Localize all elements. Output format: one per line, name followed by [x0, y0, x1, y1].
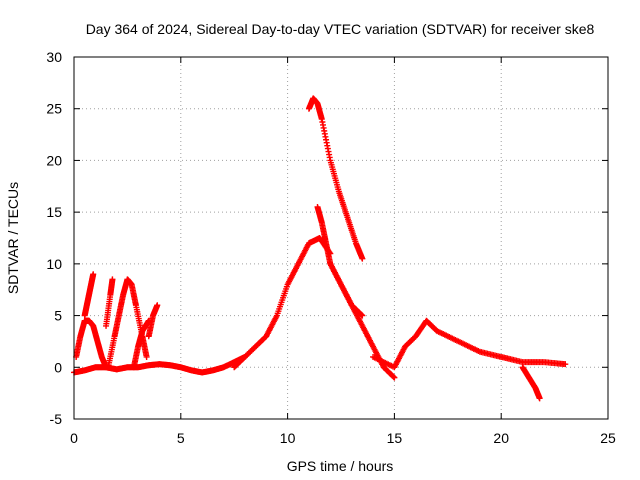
data-point [90, 271, 97, 278]
grid-lines [74, 57, 608, 419]
y-tick-label: 15 [46, 204, 62, 220]
series-mid-rise [231, 235, 334, 371]
y-tick-label: 30 [46, 49, 62, 65]
x-axis-label: GPS time / hours [287, 458, 394, 474]
y-tick-label: 10 [46, 256, 62, 272]
data-point [109, 276, 116, 283]
data-point [391, 374, 398, 381]
y-tick-label: -5 [50, 411, 63, 427]
x-tick-label: 0 [70, 430, 78, 446]
data-point [562, 361, 569, 368]
x-tick-label: 10 [280, 430, 296, 446]
data-point-fill [390, 373, 397, 380]
series-peak-mid [314, 203, 366, 319]
data-points [71, 95, 569, 402]
series-early-arc-2 [81, 271, 97, 319]
plot-frame [73, 56, 609, 420]
series-late-tail [519, 364, 543, 402]
series-early-arc-3 [103, 276, 116, 329]
y-axis-label: SDTVAR / TECUs [5, 182, 21, 294]
y-tick-label: 25 [46, 101, 62, 117]
data-point [143, 353, 150, 360]
series-peak-upper [305, 95, 366, 262]
data-point [359, 255, 366, 262]
x-tick-label: 5 [177, 430, 185, 446]
series-early-arc-5 [130, 317, 152, 371]
data-point-fill [358, 311, 365, 318]
data-point [359, 312, 366, 319]
series-late [370, 317, 569, 371]
series-early-arc-6 [145, 302, 161, 340]
x-tick-label: 25 [600, 430, 616, 446]
data-point [154, 302, 161, 309]
series-baseline [71, 353, 248, 376]
x-tick-label: 15 [387, 430, 403, 446]
y-tick-label: 0 [54, 359, 62, 375]
series-early-arc-1 [73, 317, 110, 371]
data-point [536, 395, 543, 402]
chart-title: Day 364 of 2024, Sidereal Day-to-day VTE… [86, 21, 595, 37]
y-tick-label: 5 [54, 308, 62, 324]
y-tick-label: 20 [46, 152, 62, 168]
x-tick-label: 20 [493, 430, 509, 446]
